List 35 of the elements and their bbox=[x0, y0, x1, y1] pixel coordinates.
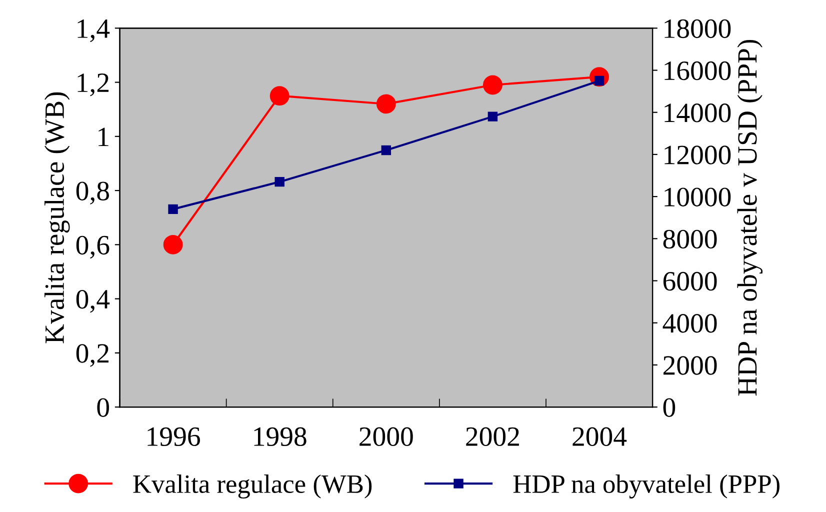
y2-tick-label: 14000 bbox=[664, 104, 731, 122]
y-tick-label: 0 bbox=[97, 398, 109, 417]
x-tick-label: 2002 bbox=[466, 427, 519, 446]
x-tick-label: 1996 bbox=[148, 427, 200, 446]
y2-tick-label: 18000 bbox=[664, 19, 731, 38]
x-tick-label: 1998 bbox=[254, 427, 306, 446]
y2-tick-label: 0 bbox=[663, 398, 676, 417]
y2-tick-label: 8000 bbox=[663, 230, 717, 249]
y2-tick-label: 2000 bbox=[663, 356, 717, 375]
y-tick-label: 0,6 bbox=[76, 236, 110, 259]
x-tick-label: 2004 bbox=[572, 427, 627, 446]
point bbox=[376, 94, 396, 114]
y-tick-label: 0,8 bbox=[76, 182, 109, 204]
y2-tick-label: 6000 bbox=[663, 272, 717, 291]
y2-tick-label: 10000 bbox=[664, 188, 731, 206]
point bbox=[163, 234, 183, 254]
legend-label: Kvalita regulace (WB) bbox=[133, 474, 372, 498]
y2-tick-label: 12000 bbox=[664, 146, 731, 164]
y-tick-label: 1 bbox=[98, 128, 108, 146]
point bbox=[274, 176, 284, 187]
y-tick-label: 1,2 bbox=[78, 74, 109, 96]
point bbox=[381, 145, 392, 156]
y-tick-label: 1,4 bbox=[78, 19, 110, 42]
legend-label: HDP na obyvatelel (PPP) bbox=[513, 474, 780, 498]
x-tick-label: 2000 bbox=[360, 427, 413, 446]
point bbox=[488, 112, 498, 122]
y-tick-label: 0,4 bbox=[76, 290, 110, 313]
y2-tick-label: 4000 bbox=[662, 314, 717, 333]
point bbox=[482, 75, 502, 95]
point bbox=[270, 86, 290, 106]
point bbox=[168, 204, 178, 214]
y-axis-title: Kvalita regulace (WB) bbox=[44, 92, 70, 344]
y2-tick-label: 16000 bbox=[664, 61, 731, 80]
y-tick-label: 0,2 bbox=[76, 344, 109, 367]
y2-axis-title: HDP na obyvatele v USD (PPP) bbox=[737, 40, 763, 396]
